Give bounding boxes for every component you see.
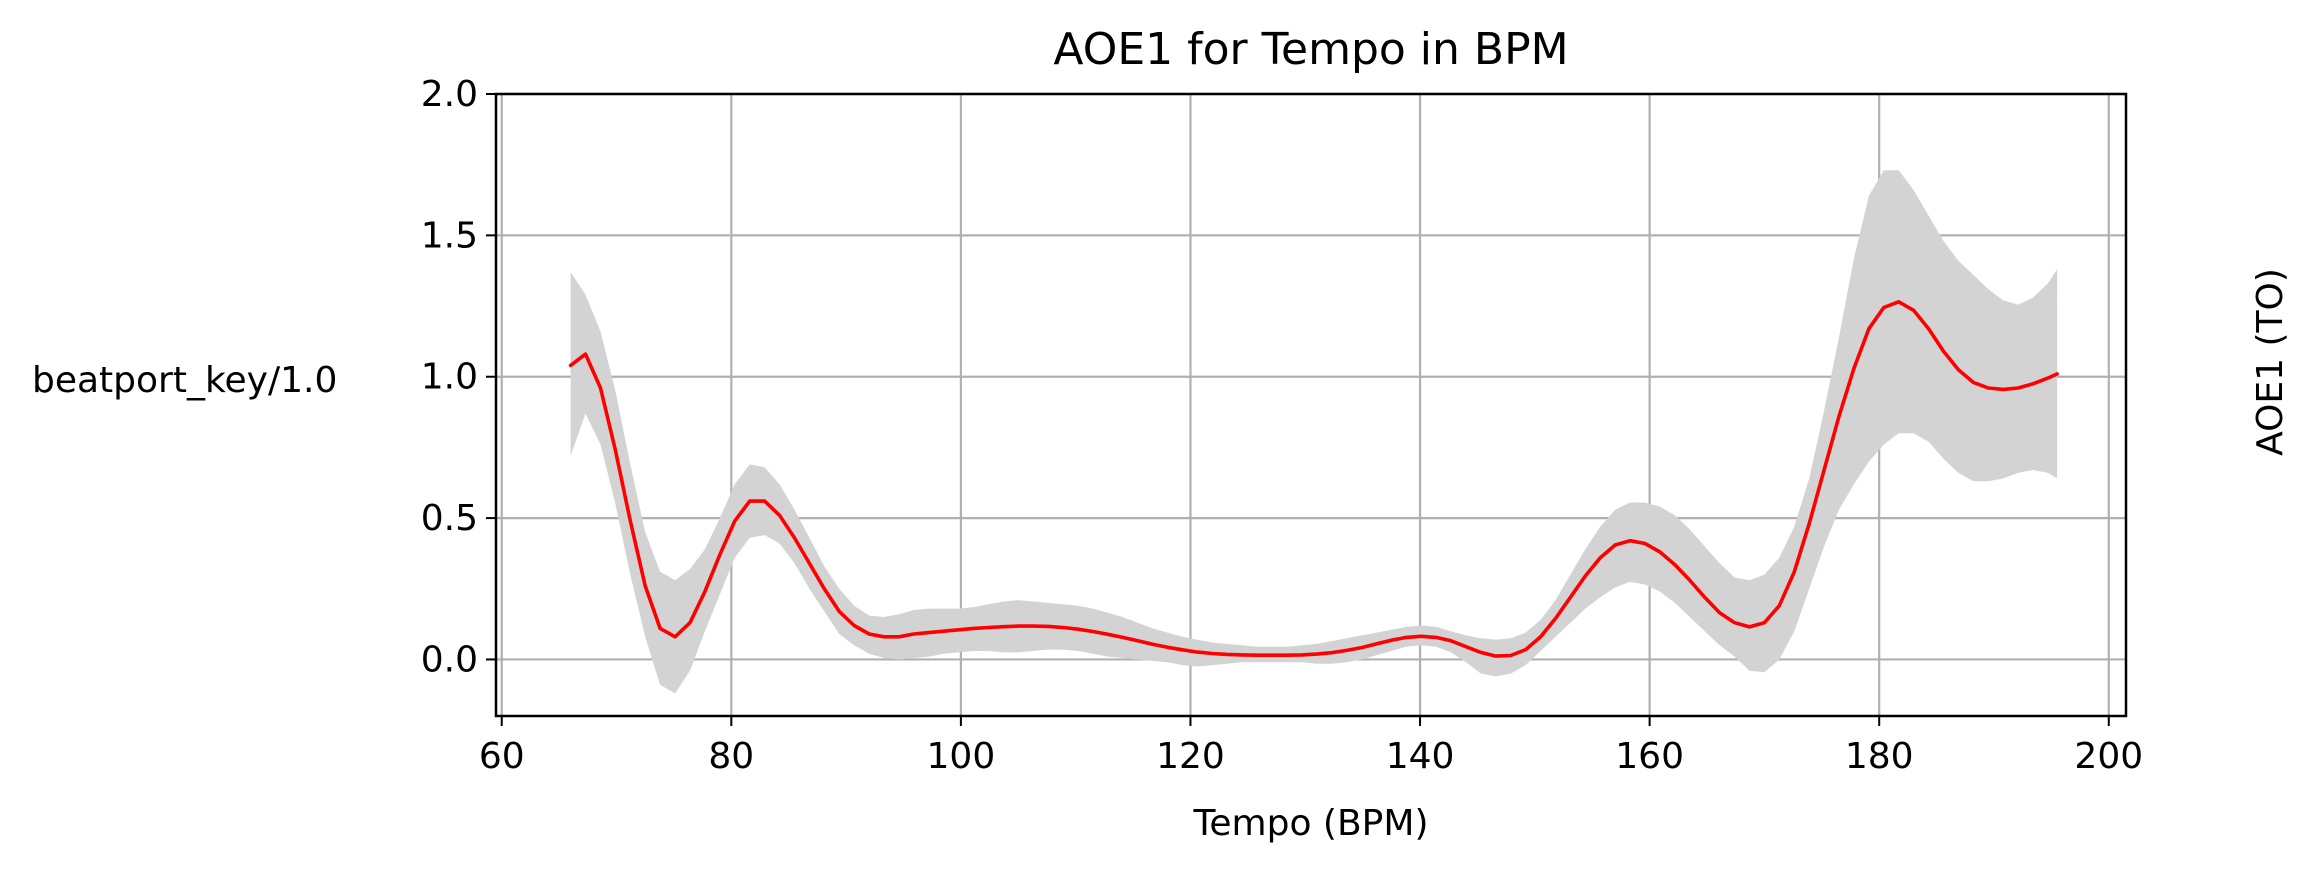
y-tick-label-0: 0.0 <box>421 639 478 680</box>
y-axis-ticks: 0.0 0.5 1.0 1.5 2.0 <box>421 74 496 680</box>
x-tick-label-60: 60 <box>479 736 525 777</box>
x-axis-label: Tempo (BPM) <box>1193 803 1429 844</box>
x-tick-label-180: 180 <box>1845 736 1914 777</box>
x-tick-label-80: 80 <box>708 736 754 777</box>
chart-title: AOE1 for Tempo in BPM <box>1053 24 1568 75</box>
x-axis-ticks: 60 80 100 120 140 160 180 200 <box>479 716 2143 777</box>
confidence-band <box>570 170 2058 694</box>
series-line <box>568 300 2059 658</box>
x-tick-label-160: 160 <box>1615 736 1684 777</box>
x-tick-label-200: 200 <box>2074 736 2143 777</box>
y-axis-label-left: beatport_key/1.0 <box>32 360 337 401</box>
y-tick-label-4: 2.0 <box>421 74 478 115</box>
x-tick-label-100: 100 <box>927 736 996 777</box>
y-tick-label-3: 1.5 <box>421 215 478 256</box>
plot-frame <box>494 92 2128 718</box>
y-axis-label-right: AOE1 (TO) <box>2250 268 2291 456</box>
y-tick-label-2: 1.0 <box>421 357 478 398</box>
x-tick-label-120: 120 <box>1156 736 1225 777</box>
x-tick-label-140: 140 <box>1386 736 1455 777</box>
y-tick-label-1: 0.5 <box>421 498 478 539</box>
